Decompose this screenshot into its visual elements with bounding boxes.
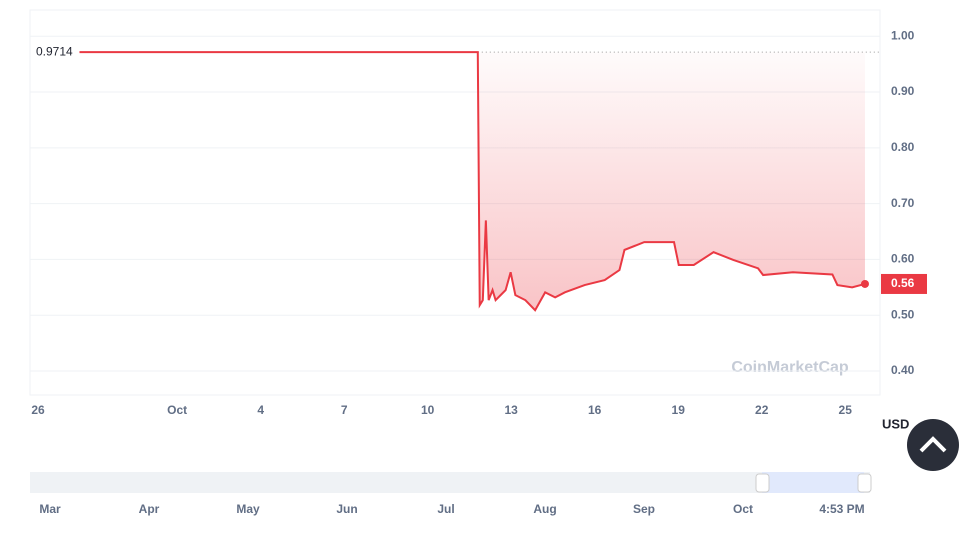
x-tick-label: 19 <box>672 403 686 417</box>
x-tick-label: 13 <box>505 403 519 417</box>
y-tick-label: 0.70 <box>891 196 915 210</box>
currency: USD <box>882 416 909 431</box>
scroll-top-icon <box>919 436 947 453</box>
x-tick-label: Oct <box>167 403 187 417</box>
price-tag <box>881 273 927 294</box>
x-tick-label: 10 <box>421 403 435 417</box>
watermark: CoinMarketCap <box>731 359 849 376</box>
navigator-label: Oct <box>733 502 753 516</box>
y-tick-label: 0.80 <box>891 140 915 154</box>
last-point <box>860 279 869 288</box>
x-tick-label: 16 <box>588 403 602 417</box>
y-tick-label: 1.00 <box>891 28 915 42</box>
y-tick-label: 0.50 <box>891 307 915 321</box>
navigator[interactable] <box>30 472 870 493</box>
area <box>477 52 865 311</box>
navigator-label: 4:53 PM <box>819 502 864 516</box>
y-tick-label: 0.60 <box>891 252 915 266</box>
start-label: 0.9714 <box>36 44 73 58</box>
x-tick-label: 22 <box>755 403 769 417</box>
navigator-handle[interactable] <box>755 473 770 493</box>
x-tick-label: 4 <box>257 403 264 417</box>
navigator-handle[interactable] <box>857 473 872 493</box>
x-tick-label: 26 <box>31 403 45 417</box>
navigator-label: Apr <box>139 502 160 516</box>
y-tick-label: 0.90 <box>891 84 915 98</box>
plot-frame <box>29 9 881 396</box>
price-tag-label: 0.56 <box>891 276 915 290</box>
navigator-label: May <box>236 502 260 516</box>
y-tick-label: 0.40 <box>891 363 915 377</box>
navigator-label: Mar <box>39 502 61 516</box>
navigator-label: Jul <box>437 502 454 516</box>
scroll-top-button[interactable] <box>907 419 959 471</box>
x-tick-label: 25 <box>839 403 853 417</box>
navigator-label: Aug <box>533 502 556 516</box>
navigator-label: Jun <box>336 502 357 516</box>
navigator-window[interactable] <box>762 472 864 493</box>
navigator-label: Sep <box>633 502 655 516</box>
price-line <box>79 51 866 312</box>
x-tick-label: 7 <box>341 403 348 417</box>
